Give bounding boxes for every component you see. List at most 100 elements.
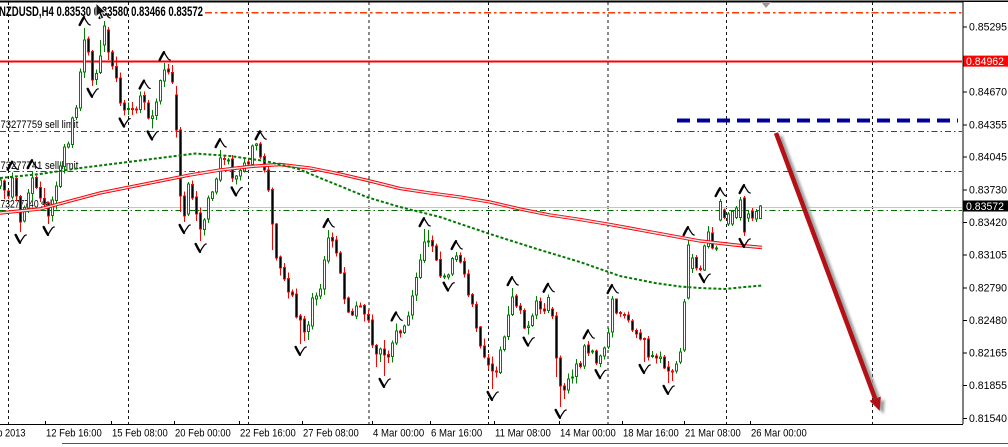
candle-bull[interactable]	[603, 346, 606, 360]
candle-bear[interactable]	[43, 187, 46, 207]
candle-bear[interactable]	[491, 356, 494, 390]
candle-bear[interactable]	[647, 335, 650, 361]
candle-bull[interactable]	[675, 361, 678, 374]
candle-bull[interactable]	[451, 256, 454, 277]
candle-bear[interactable]	[123, 99, 126, 116]
candle-bull[interactable]	[755, 209, 758, 223]
candle-bear[interactable]	[463, 257, 466, 278]
candle-bull[interactable]	[95, 69, 98, 85]
chart-shift-marker[interactable]	[761, 2, 771, 8]
candle-bear[interactable]	[359, 302, 362, 308]
candle-bear[interactable]	[195, 190, 198, 221]
candle-bull[interactable]	[407, 311, 410, 327]
candle-bear[interactable]	[143, 91, 146, 111]
candle-bull[interactable]	[391, 340, 394, 363]
candle-bear[interactable]	[399, 329, 402, 338]
candle-bear[interactable]	[579, 360, 582, 369]
candle-bull[interactable]	[659, 351, 662, 363]
candle-bull[interactable]	[531, 313, 534, 328]
candle-bear[interactable]	[655, 353, 658, 364]
candle-bull[interactable]	[159, 79, 162, 105]
candle-bear[interactable]	[471, 293, 474, 307]
candle-bear[interactable]	[91, 49, 94, 86]
candle-bear[interactable]	[39, 181, 42, 202]
candle-bear[interactable]	[723, 208, 726, 220]
candle-bear[interactable]	[627, 311, 630, 323]
candle-bear[interactable]	[131, 102, 134, 116]
candle-bear[interactable]	[487, 353, 490, 370]
candle-bear[interactable]	[303, 315, 306, 341]
candle-bull[interactable]	[207, 195, 210, 223]
candle-bull[interactable]	[427, 229, 430, 247]
candle-bull[interactable]	[23, 205, 26, 223]
candle-bear[interactable]	[179, 126, 182, 213]
candle-bull[interactable]	[683, 298, 686, 352]
candle-bull[interactable]	[719, 199, 722, 222]
candle-bear[interactable]	[263, 153, 266, 173]
candle-bull[interactable]	[79, 68, 82, 111]
candle-bear[interactable]	[699, 265, 702, 272]
candle-bull[interactable]	[127, 102, 130, 115]
candle-bull[interactable]	[307, 321, 310, 340]
candle-bear[interactable]	[595, 349, 598, 366]
candle-bear[interactable]	[555, 311, 558, 378]
candle-bull[interactable]	[735, 206, 738, 220]
candle-bear[interactable]	[551, 307, 554, 320]
candle-bear[interactable]	[371, 314, 374, 348]
candle-bear[interactable]	[287, 272, 290, 299]
candle-bull[interactable]	[607, 327, 610, 350]
candle-bear[interactable]	[439, 251, 442, 278]
candle-bull[interactable]	[311, 293, 314, 330]
candle-bear[interactable]	[3, 179, 6, 200]
candle-bear[interactable]	[291, 289, 294, 298]
candle-bear[interactable]	[331, 232, 334, 248]
candle-bear[interactable]	[339, 250, 342, 275]
candle-bear[interactable]	[711, 226, 714, 250]
candle-bear[interactable]	[431, 235, 434, 252]
candle-bull[interactable]	[419, 253, 422, 280]
candle-bear[interactable]	[135, 106, 138, 114]
candle-bull[interactable]	[203, 218, 206, 236]
candle-bull[interactable]	[703, 244, 706, 272]
candle-bear[interactable]	[479, 325, 482, 349]
candle-bear[interactable]	[667, 361, 670, 383]
candle-bear[interactable]	[375, 343, 378, 368]
candle-bull[interactable]	[443, 273, 446, 280]
candle-bull[interactable]	[507, 306, 510, 341]
candle-bull[interactable]	[71, 116, 74, 148]
candle-bull[interactable]	[415, 272, 418, 301]
candle-bull[interactable]	[83, 27, 86, 78]
candle-bull[interactable]	[611, 295, 614, 338]
candle-bull[interactable]	[707, 226, 710, 249]
candle-bear[interactable]	[147, 100, 150, 120]
candle-bear[interactable]	[587, 341, 590, 357]
candle-bear[interactable]	[171, 64, 174, 84]
candle-bull[interactable]	[651, 351, 654, 358]
candle-bull[interactable]	[759, 205, 762, 220]
candle-bear[interactable]	[743, 195, 746, 237]
candle-bear[interactable]	[111, 50, 114, 70]
candle-bear[interactable]	[347, 296, 350, 314]
candle-bull[interactable]	[155, 98, 158, 120]
candle-bull[interactable]	[455, 251, 458, 263]
candle-bear[interactable]	[335, 236, 338, 257]
candle-bear[interactable]	[635, 328, 638, 339]
candle-bear[interactable]	[615, 298, 618, 315]
candle-bear[interactable]	[259, 142, 262, 159]
candle-bear[interactable]	[343, 266, 346, 304]
candle-bull[interactable]	[63, 144, 66, 174]
candle-bull[interactable]	[739, 197, 742, 221]
candle-bull[interactable]	[211, 190, 214, 202]
candle-bull[interactable]	[727, 211, 730, 226]
candle-bear[interactable]	[639, 329, 642, 341]
candle-bull[interactable]	[67, 141, 70, 149]
candle-bear[interactable]	[167, 64, 170, 75]
candle-bull[interactable]	[691, 254, 694, 273]
candle-bear[interactable]	[671, 369, 674, 382]
candle-bear[interactable]	[183, 191, 186, 223]
candle-bear[interactable]	[295, 288, 298, 319]
trend-arrow-shaft[interactable]	[773, 132, 878, 400]
candle-bear[interactable]	[267, 167, 270, 192]
candle-bear[interactable]	[107, 27, 110, 60]
candle-bull[interactable]	[99, 39, 102, 74]
